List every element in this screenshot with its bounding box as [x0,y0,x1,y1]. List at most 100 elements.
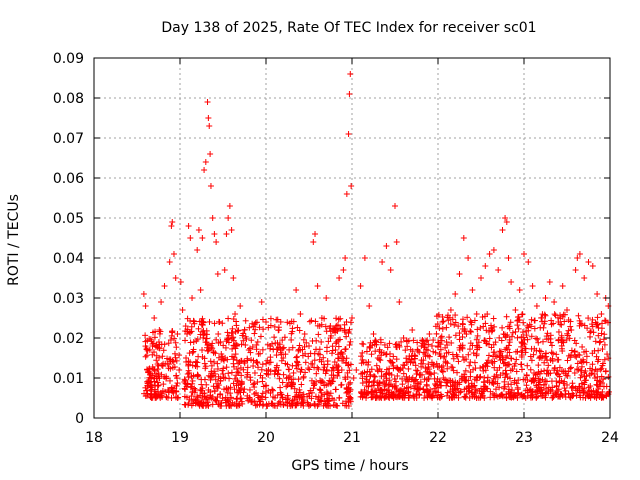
data-point [172,275,179,281]
data-point [258,366,265,373]
data-point [257,398,264,405]
data-point [357,283,364,289]
data-point [279,337,286,344]
data-point [322,323,329,330]
data-point [296,327,303,334]
data-point [182,323,189,330]
data-point [230,356,237,363]
data-point [512,328,519,335]
data-point [569,384,576,391]
data-point [220,357,227,364]
data-point [440,318,447,325]
data-point [411,385,418,392]
data-point [185,400,192,407]
data-point [548,349,555,356]
data-point [372,338,379,345]
data-point [291,385,298,392]
data-point [600,336,607,343]
data-point [189,388,196,395]
data-point [399,381,406,388]
data-point [156,330,163,337]
data-point [246,394,253,401]
data-point [293,287,300,293]
data-point [572,267,579,273]
data-point [499,227,506,233]
data-point [224,329,231,336]
data-point [363,359,370,366]
data-point [225,315,232,322]
data-point [215,382,222,389]
data-point [418,357,425,364]
data-point [187,339,194,346]
data-point [164,360,171,367]
data-point [378,349,385,356]
data-point [255,364,262,371]
data-point [232,351,239,358]
data-point [533,335,540,342]
data-point [241,386,248,393]
data-point [274,339,281,346]
data-point [199,347,206,354]
data-point [486,335,493,342]
data-point [198,387,205,394]
data-point [366,378,373,385]
data-point [195,353,202,360]
data-point [284,361,291,368]
data-point [228,402,235,409]
data-point [587,329,594,336]
data-point [250,357,257,364]
data-point [258,393,265,400]
data-point [347,71,354,77]
data-point [574,366,581,373]
data-point [285,379,292,386]
data-point [337,315,344,322]
data-point [168,328,175,335]
data-point [467,328,474,335]
data-point [270,402,277,409]
data-point [411,355,418,362]
data-point [471,359,478,366]
data-point [217,400,224,407]
data-point [403,355,410,362]
data-point [168,385,175,392]
data-point [425,364,432,371]
data-point [238,357,245,364]
data-point [266,359,273,366]
data-point [242,317,249,324]
data-point [527,366,534,373]
data-point [409,327,416,333]
data-point [142,393,149,400]
data-point [364,390,371,397]
y-tick-label: 0.02 [53,331,84,347]
data-point [513,356,520,363]
data-point [259,390,266,397]
data-point [457,389,464,396]
data-point [318,338,325,345]
data-point [430,337,437,344]
data-point [196,318,203,325]
data-point [179,307,186,313]
data-point [295,376,302,383]
data-point [544,367,551,374]
data-point [384,344,391,351]
data-point [358,390,365,397]
data-point [387,267,394,273]
data-point [222,344,229,351]
data-point [392,203,398,209]
data-point [325,397,332,404]
data-point [238,341,245,348]
data-point [244,364,251,371]
data-point [299,352,306,359]
data-point [469,287,476,293]
data-point [211,368,218,375]
data-point [170,358,177,365]
data-point [386,377,393,384]
data-point [299,396,306,403]
data-point [397,388,404,395]
data-point [199,315,206,322]
data-point [518,366,525,373]
data-point [490,315,497,322]
data-point [576,317,583,324]
data-point [215,373,222,380]
data-point [312,318,319,325]
